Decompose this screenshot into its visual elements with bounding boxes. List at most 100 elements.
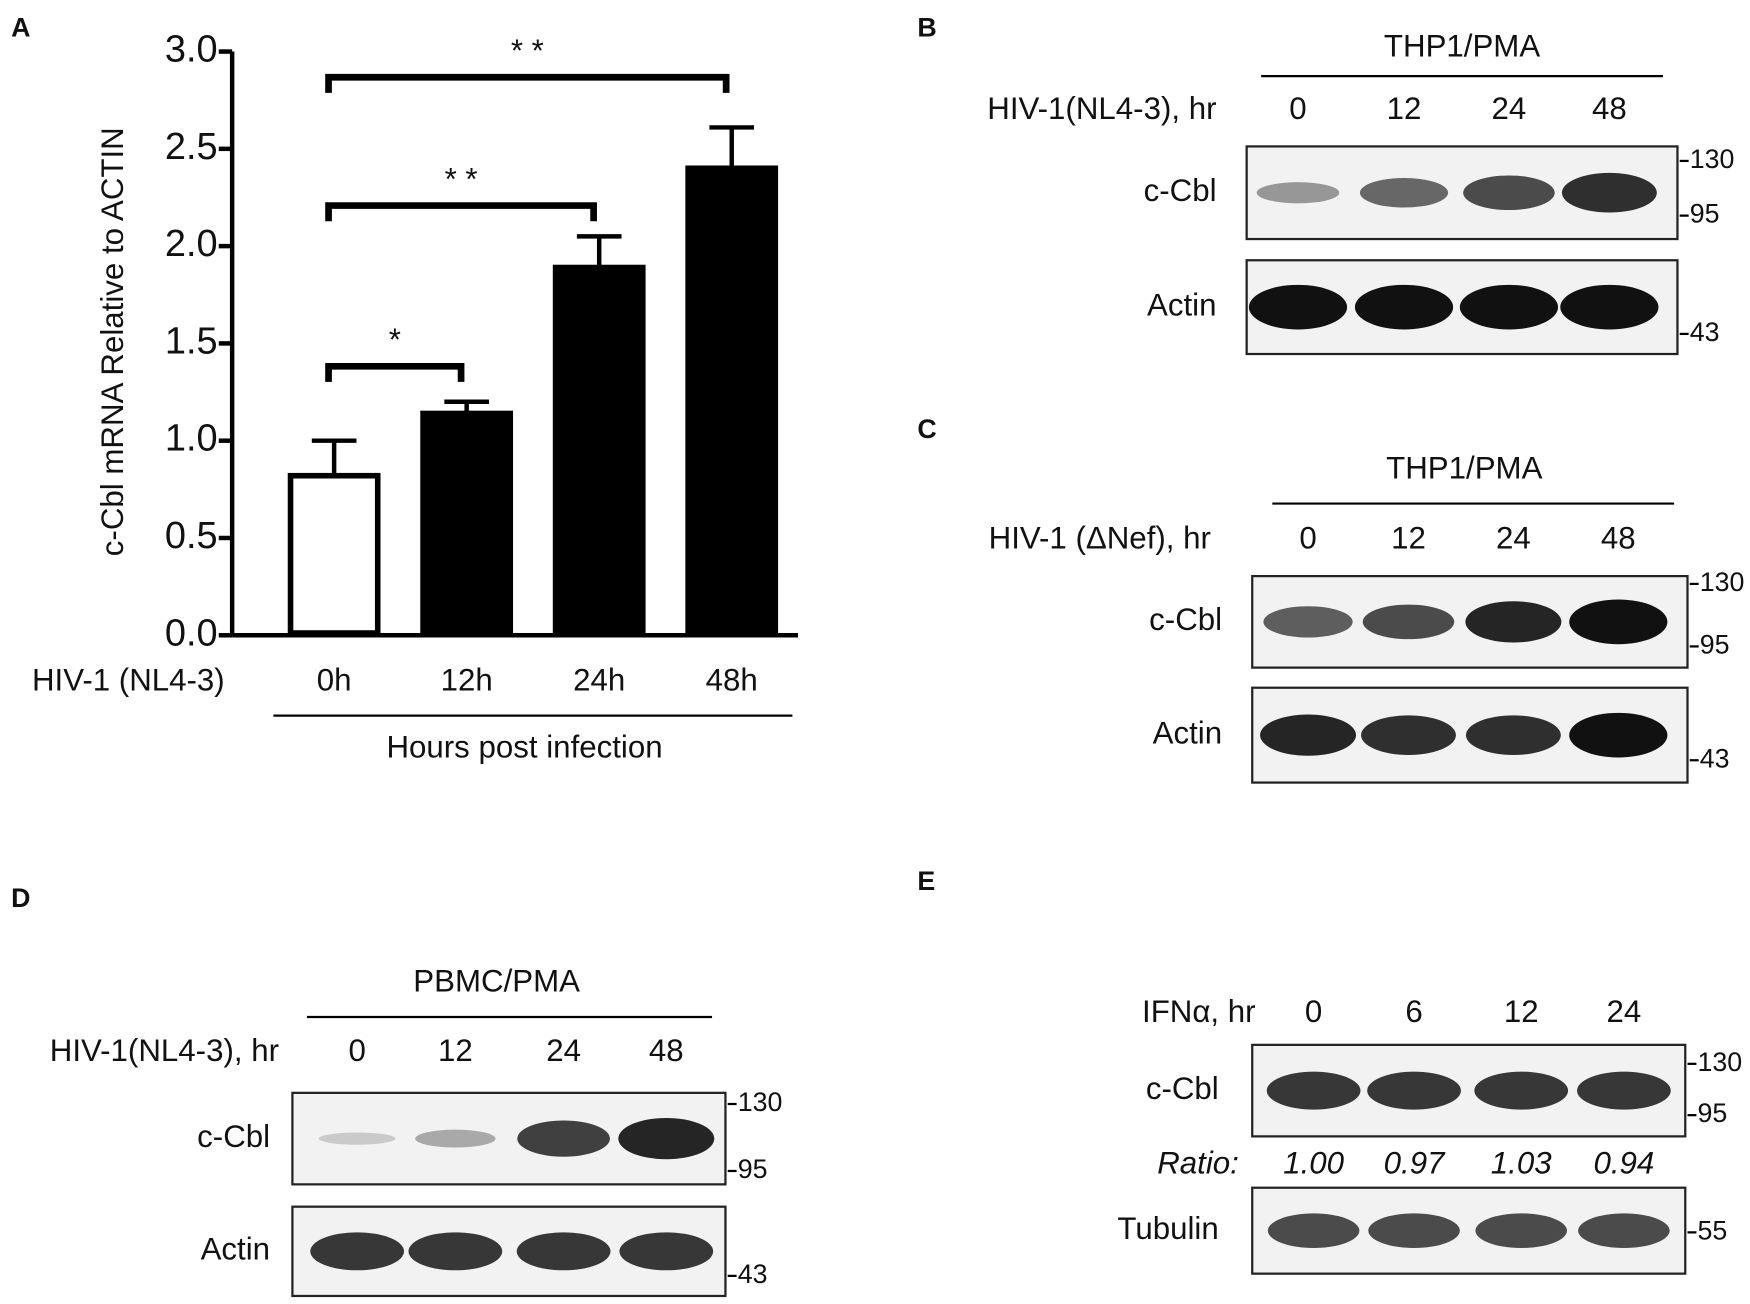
y-tick-label: 0.5	[165, 515, 218, 557]
band	[1578, 1213, 1670, 1248]
band	[1465, 601, 1562, 643]
panel-label: B	[917, 12, 936, 42]
panel-label: D	[11, 883, 30, 913]
x-tick-label: 0h	[317, 662, 352, 697]
blot-label: Actin	[1153, 715, 1222, 750]
x-axis-label: Hours post infection	[386, 729, 662, 764]
blot-label: Actin	[1147, 287, 1216, 322]
band	[1267, 1213, 1360, 1248]
band	[1260, 714, 1357, 756]
blot-label: Actin	[201, 1232, 270, 1267]
blot-header: THP1/PMA	[1384, 28, 1540, 63]
band	[1266, 1071, 1361, 1110]
band	[619, 1232, 714, 1271]
band	[1474, 1071, 1569, 1110]
band	[1368, 1213, 1460, 1248]
size-marker: 55	[1698, 1215, 1728, 1245]
band	[1569, 599, 1668, 645]
band	[1465, 715, 1561, 755]
significance-label: * *	[511, 33, 544, 68]
band	[1248, 284, 1348, 330]
y-tick-label: 1.5	[165, 320, 218, 362]
band	[516, 1232, 611, 1271]
y-tick-label: 0.0	[165, 612, 218, 654]
lane-label: 24	[1607, 994, 1642, 1029]
lane-label: 24	[1496, 521, 1531, 556]
band	[318, 1132, 396, 1145]
blot-label: c-Cbl	[1144, 173, 1217, 208]
band	[1361, 715, 1456, 755]
bar	[287, 472, 381, 636]
band	[408, 1232, 503, 1271]
bar	[685, 165, 779, 636]
band	[1256, 182, 1340, 204]
band	[1362, 604, 1455, 640]
x-tick-label: 12h	[441, 662, 493, 697]
panel-label: C	[917, 414, 936, 444]
size-marker: 43	[1690, 317, 1720, 347]
panel-label: A	[11, 12, 30, 42]
size-marker: 95	[1700, 629, 1730, 659]
x-tick-label: 24h	[573, 662, 625, 697]
significance-bracket	[325, 202, 597, 222]
band	[310, 1232, 405, 1271]
size-marker: 95	[1690, 199, 1720, 229]
lane-label: 6	[1405, 994, 1422, 1029]
row-label: HIV-1 (ΔNef), hr	[989, 521, 1211, 556]
lane-label: 0	[348, 1033, 365, 1068]
bar	[552, 264, 646, 636]
y-axis-label: c-Cbl mRNA Relative to ACTIN	[95, 127, 130, 556]
lane-label: 12	[1391, 521, 1426, 556]
size-marker: 130	[1690, 144, 1735, 174]
lane-label: 24	[1492, 91, 1527, 126]
x-row-label: HIV-1 (NL4-3)	[32, 662, 225, 697]
panel-label: E	[917, 866, 935, 896]
lane-label: 48	[649, 1033, 684, 1068]
size-marker: 43	[1700, 743, 1730, 773]
band	[1475, 1213, 1567, 1248]
band	[1560, 284, 1659, 330]
y-tick-label: 3.0	[165, 29, 218, 71]
blot-label: c-Cbl	[1149, 602, 1222, 637]
lane-label: 12	[1387, 91, 1422, 126]
band	[1459, 284, 1559, 330]
band	[415, 1129, 496, 1148]
size-marker: 130	[738, 1087, 783, 1117]
lane-label: 48	[1592, 91, 1627, 126]
y-tick-label: 1.0	[165, 418, 218, 460]
band	[1561, 172, 1657, 213]
band	[618, 1117, 715, 1160]
ratio-value: 1.00	[1283, 1146, 1344, 1181]
band	[1359, 177, 1449, 208]
band	[1463, 175, 1555, 211]
significance-bracket	[325, 362, 465, 382]
y-tick-label: 2.5	[165, 126, 218, 168]
band	[1569, 712, 1668, 758]
band	[1577, 1071, 1671, 1110]
bar	[420, 410, 514, 636]
band	[1367, 1071, 1461, 1110]
ratio-value: 1.03	[1491, 1146, 1552, 1181]
blot-header: PBMC/PMA	[413, 964, 580, 999]
row-label: HIV-1(NL4-3), hr	[50, 1033, 279, 1068]
size-marker: 130	[1700, 567, 1745, 597]
x-tick-label: 48h	[706, 662, 758, 697]
ratio-value: 0.97	[1384, 1146, 1446, 1181]
blot-label: c-Cbl	[197, 1119, 270, 1154]
lane-label: 12	[438, 1033, 473, 1068]
lane-label: 0	[1289, 91, 1306, 126]
y-tick-label: 2.0	[165, 223, 218, 265]
ratio-label: Ratio:	[1157, 1146, 1239, 1181]
lane-label: 0	[1305, 994, 1322, 1029]
band	[517, 1120, 610, 1157]
lane-label: 24	[546, 1033, 581, 1068]
lane-label: 48	[1601, 521, 1636, 556]
size-marker: 95	[738, 1154, 768, 1184]
band	[1263, 606, 1353, 638]
band	[1354, 284, 1454, 330]
significance-bracket	[325, 73, 730, 93]
size-marker: 43	[738, 1259, 768, 1289]
blot-header: THP1/PMA	[1386, 450, 1542, 485]
